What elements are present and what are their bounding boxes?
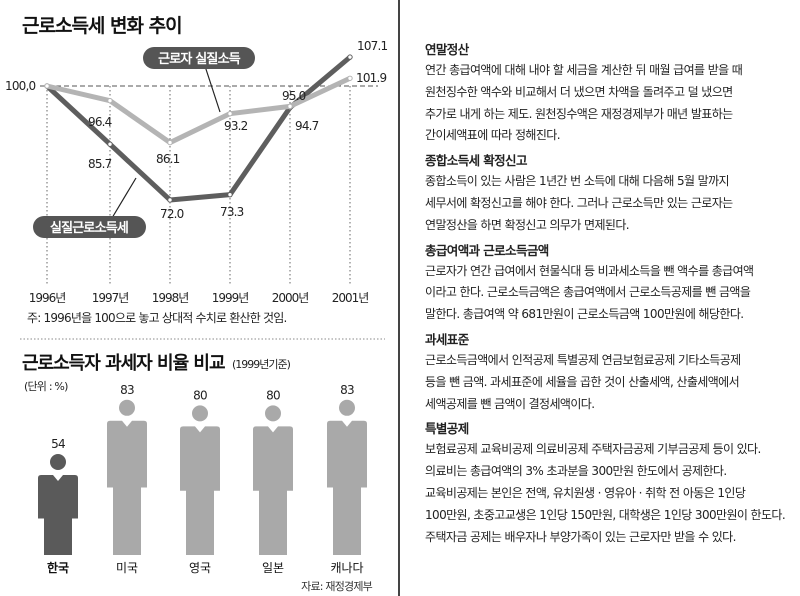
chart-note: 주: 1996년을 100으로 놓고 상대적 수치로 환산한 것임. [27,311,287,325]
data-label: 107.1 [357,39,388,53]
chart-title: 근로소득자 과세자 비율 비교 [22,353,225,374]
figure-legs [186,489,214,555]
value-label: 83 [340,383,354,397]
definition-line: 간이세액표에 따라 정해진다. [425,128,561,143]
figure-legs [44,517,72,555]
data-point [227,110,233,117]
definition-line: 주택자금 공제는 배우자나 부양가족이 있는 근로자만 받을 수 있다. [425,529,736,544]
data-point [347,54,353,60]
category-label: 한국 [47,560,69,575]
data-point [107,97,113,104]
definition-line: 세무서에 확정신고를 해야 한다. 그러나 근로소득만 있는 근로자는 [425,195,733,210]
glossary-term: 총급여액과 근로소득금액 [425,242,549,258]
data-label: 86.1 [156,152,180,166]
unit-label: (단위 : %) [24,380,68,393]
data-point [44,83,50,89]
chart-subtitle: (1999년기준) [232,358,291,371]
glossary-term: 연말정산 [425,42,469,57]
definition-line: 의료비는 총급여액의 3% 초과분을 300만원 한도에서 공제한다. [425,464,727,479]
x-tick-label: 2000년 [272,291,309,305]
figure-head [119,399,135,416]
data-label: 85.7 [88,157,112,171]
figure-legs [259,489,287,555]
series-label: 실질근로소득세 [50,220,128,236]
data-label: 96.4 [88,115,112,129]
category-label: 미국 [116,561,138,575]
callout-badge [143,47,255,69]
data-point [227,191,233,198]
definition-line: 보험료공제 교육비공제 의료비공제 주택자금공제 기부금공제 등이 있다. [425,442,761,457]
value-label: 80 [193,388,207,402]
data-label: 93.2 [224,119,248,133]
data-label: 94.7 [295,119,319,133]
glossary-term: 종합소득세 확정신고 [425,153,527,169]
definition-line: 100만원, 초중고교생은 1인당 150만원, 대학생은 1인당 300만원이… [425,507,786,522]
figure-head [192,405,208,422]
figure-head [265,405,281,422]
data-label: 101.9 [356,71,387,85]
category-label: 영국 [189,561,211,575]
callout-pointer [111,177,137,219]
definition-line: 이라고 한다. 근로소득금액은 총급여액에서 근로소득공제를 뺀 금액을 [425,285,751,300]
glossary-term: 특별공제 [425,421,469,437]
data-label: 100,0 [5,79,36,93]
data-point [287,103,293,110]
value-label: 54 [51,437,65,451]
value-label: 83 [120,383,134,397]
data-point [347,75,353,81]
definition-line: 교육비공제는 본인은 전액, 유치원생 · 영유아 · 취학 전 아동은 1인당 [425,485,746,500]
figure-torso [327,420,367,488]
x-tick-label: 1997년 [92,291,129,305]
figure-torso [253,426,293,491]
figure-torso [107,420,147,488]
glossary-term: 과세표준 [425,331,469,347]
figure-legs [333,486,361,555]
definition-line: 근로소득금액에서 인적공제 특별공제 연금보험료공제 기타소득공제 [425,352,741,367]
glossary-definition: 보험료공제 교육비공제 의료비공제 주택자금공제 기부금공제 등이 있다. 의료비… [425,439,795,548]
value-label: 80 [266,388,280,402]
data-point [167,139,173,146]
definition-line: 연간 총급여액에 대해 내야 할 세금을 계산한 뒤 매월 급여를 받을 때 [425,63,743,77]
figure-legs [113,486,141,555]
series-line-0 [46,76,352,146]
data-label: 72.0 [160,207,184,221]
definition-line: 원천징수한 액수와 비교해서 더 냈으면 차액을 돌려주고 덜 냈으면 [425,84,733,99]
figure-head [50,454,66,471]
series-label: 근로자 실질소득 [158,51,241,67]
data-point [167,197,173,203]
x-tick-label: 1999년 [212,291,249,305]
definition-line: 종합소득이 있는 사람은 1년간 번 소득에 대해 다음해 5월 말까지 [425,174,730,189]
column-divider [398,0,400,596]
chart-title: 근로소득세 변화 추이 [22,15,182,37]
data-label: 73.3 [220,205,244,219]
figure-torso [38,475,78,519]
charts-panel: 근로소득세 변화 추이 1996년 1997년 1998년 1999년 2000년 2001… [5,15,388,593]
source-label: 자료: 재정경제부 [301,580,373,593]
x-tick-label: 2001년 [332,291,369,305]
definition-line: 말한다. 총급여액 약 681만원이 근로소득금액 100만원에 해당한다. [425,307,744,322]
definition-line: 세액공제를 뺀 금액이 결정세액이다. [425,396,595,411]
x-tick-label: 1996년 [29,291,66,305]
figure-head [339,399,355,416]
data-point [107,141,113,147]
definition-line: 근로자가 연간 급여에서 현물식대 등 비과세소득을 뺀 액수를 총급여액 [425,263,754,278]
callout-badge [33,216,146,238]
x-tick-label: 1998년 [152,291,189,305]
definition-line: 추가로 내게 하는 제도. 원천징수액은 재정경제부가 매년 발표하는 [425,106,733,121]
category-label: 캐나다 [330,561,363,575]
figure-torso [180,426,220,491]
category-label: 일본 [262,561,284,575]
definition-line: 등을 뺀 금액. 과세표준에 세율을 곱한 것이 산출세액, 산출세액에서 [425,374,740,389]
definition-line: 연말정산을 하면 확정신고 의무가 면제된다. [425,217,630,232]
data-label: 95.0 [282,89,306,103]
